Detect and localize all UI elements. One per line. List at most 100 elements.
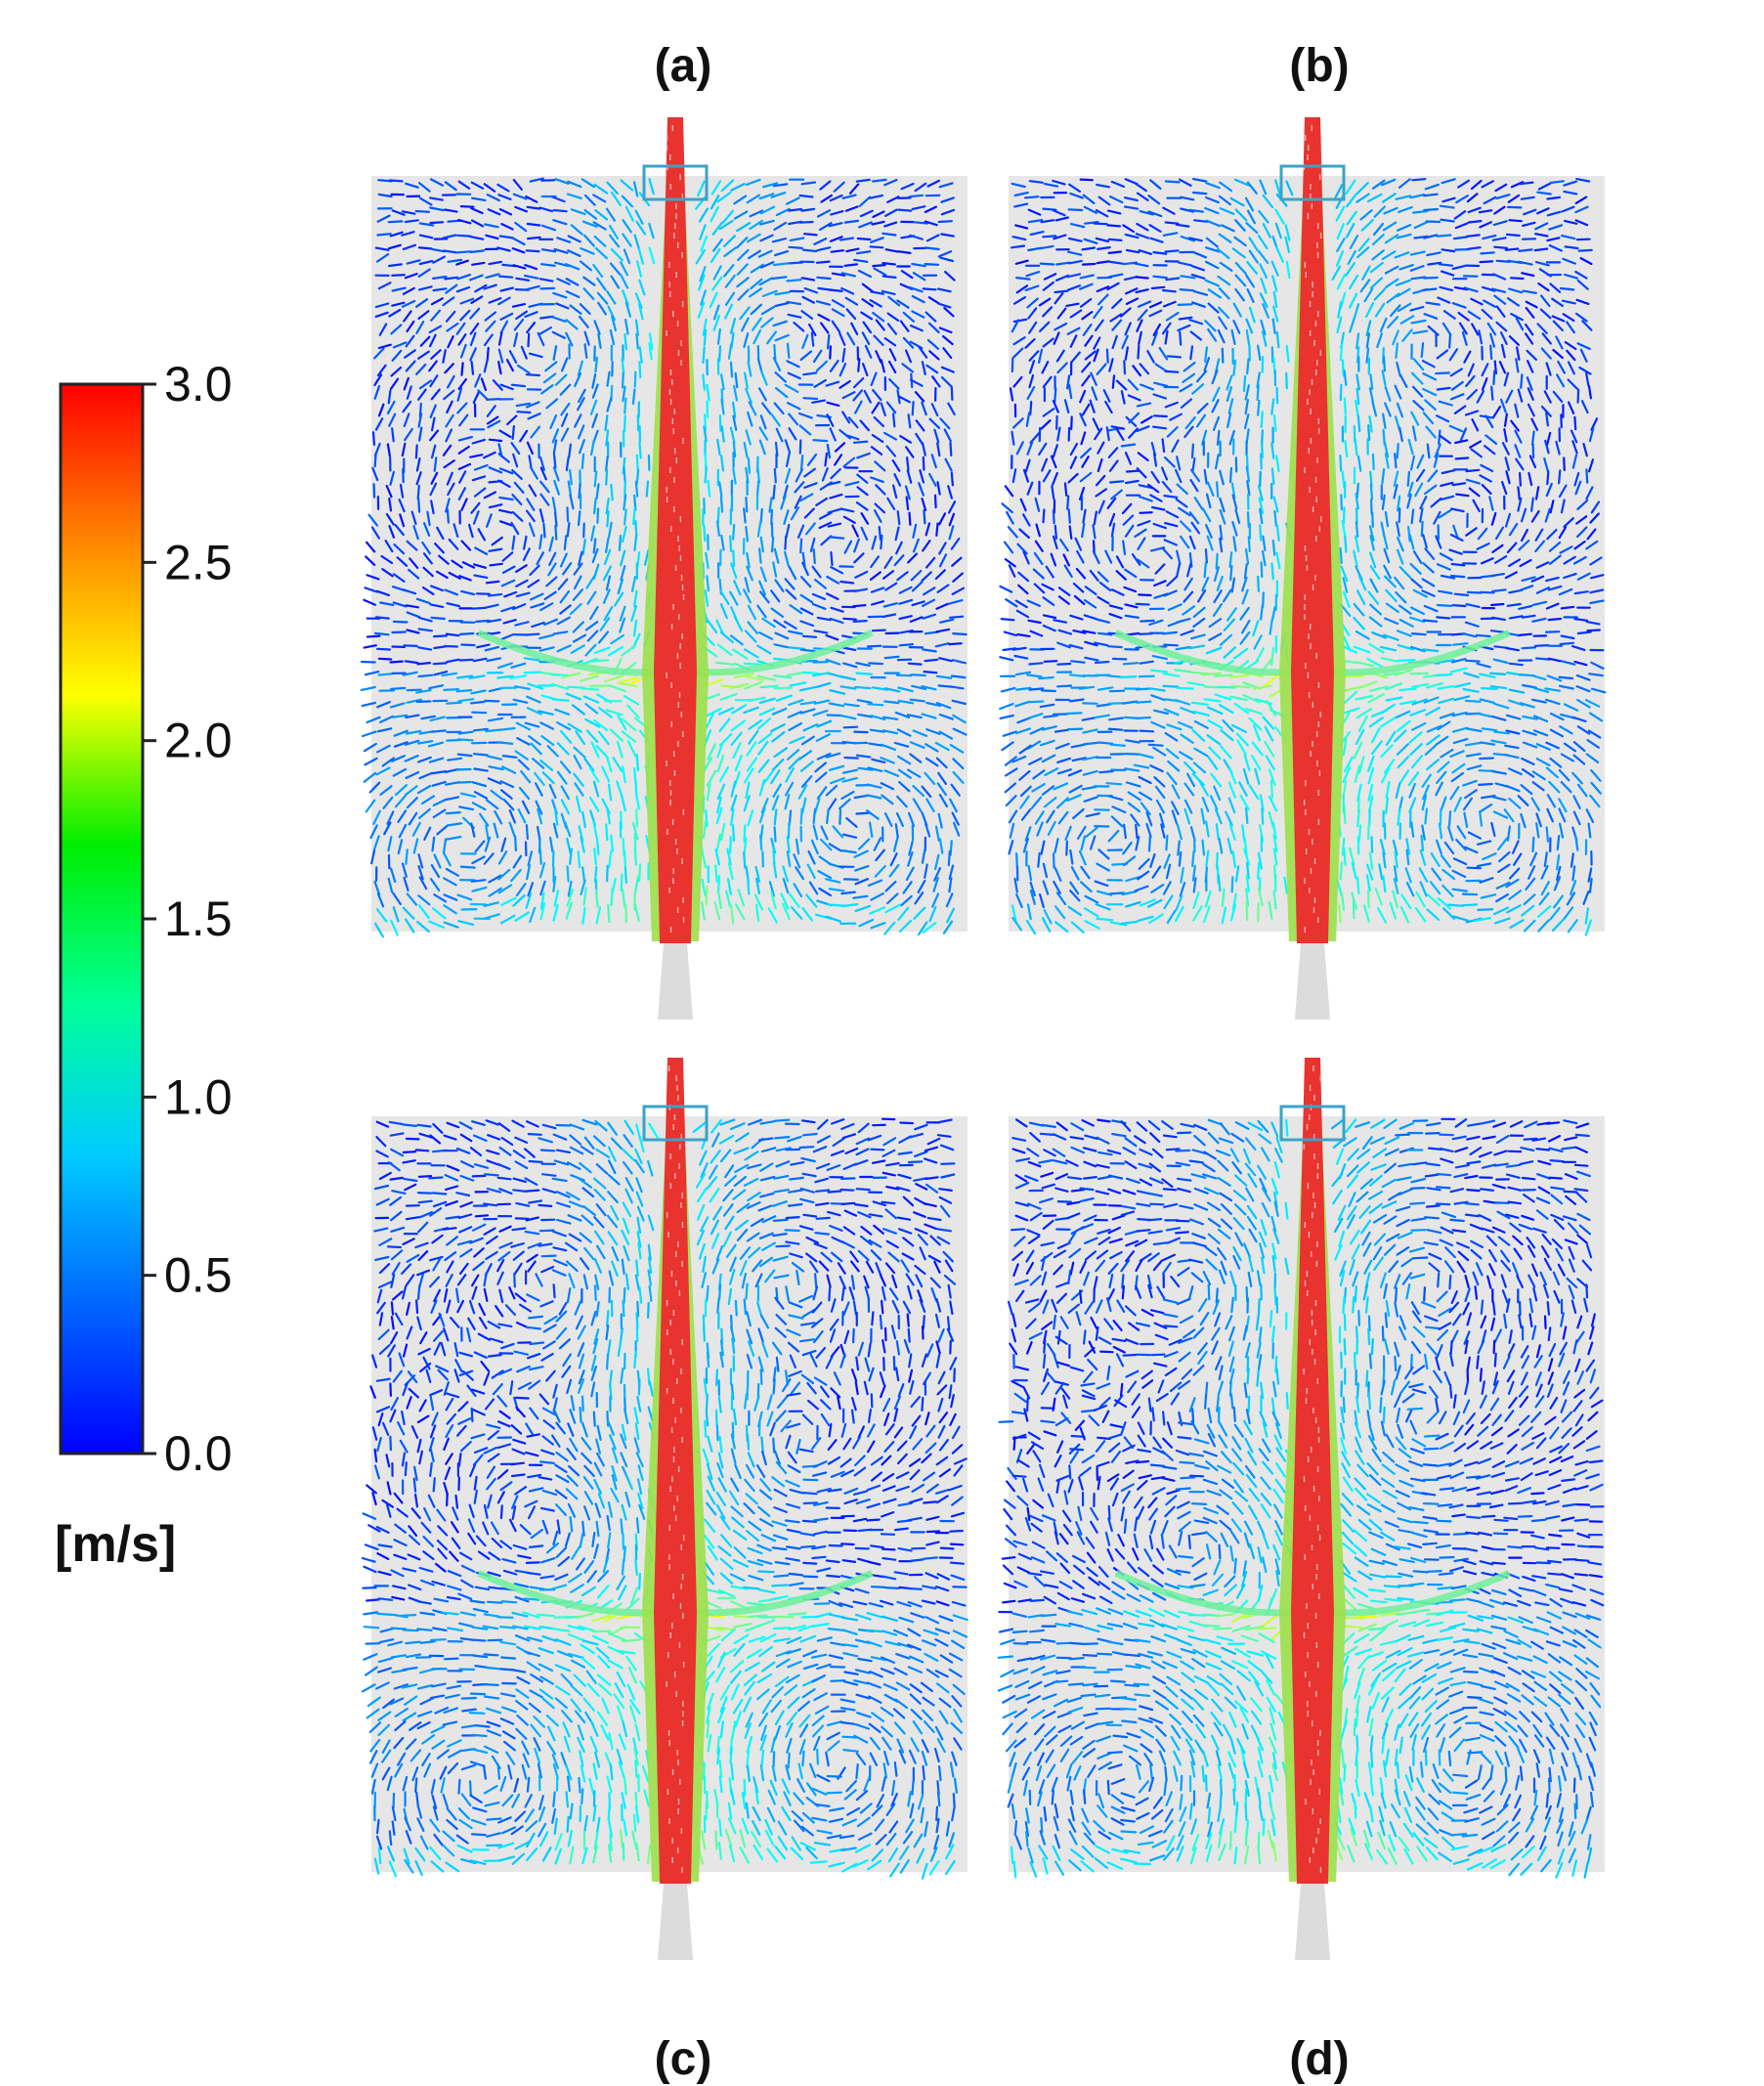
velocity-vector bbox=[1504, 247, 1520, 251]
velocity-vector bbox=[1043, 660, 1058, 663]
velocity-vector bbox=[364, 670, 380, 676]
velocity-vector bbox=[1564, 245, 1579, 250]
velocity-vector bbox=[510, 868, 522, 883]
velocity-vector bbox=[1192, 219, 1209, 223]
velocity-vector bbox=[907, 413, 912, 429]
velocity-vector bbox=[1423, 234, 1439, 239]
velocity-vector bbox=[471, 606, 487, 610]
velocity-vector bbox=[1226, 386, 1233, 403]
velocity-vector bbox=[1507, 194, 1521, 203]
velocity-vector bbox=[553, 889, 560, 907]
velocity-vector bbox=[1548, 244, 1563, 252]
velocity-vector bbox=[1518, 248, 1533, 252]
velocity-vector bbox=[573, 575, 582, 590]
velocity-vector bbox=[1245, 465, 1251, 483]
velocity-vector bbox=[572, 621, 584, 633]
velocity-vector bbox=[845, 816, 858, 828]
velocity-vector bbox=[1371, 401, 1378, 417]
velocity-vector bbox=[483, 901, 499, 907]
velocity-vector bbox=[1336, 238, 1346, 252]
velocity-vector bbox=[567, 480, 573, 497]
velocity-vector bbox=[1014, 277, 1031, 281]
velocity-vector bbox=[404, 754, 419, 762]
velocity-vector bbox=[797, 412, 813, 419]
velocity-vector bbox=[1272, 413, 1277, 432]
velocity-vector bbox=[1339, 291, 1347, 310]
velocity-vector bbox=[813, 630, 829, 634]
velocity-vector bbox=[1396, 402, 1404, 418]
velocity-vector bbox=[414, 1149, 430, 1152]
velocity-vector bbox=[1545, 431, 1552, 447]
velocity-vector bbox=[386, 443, 391, 457]
velocity-vector bbox=[1147, 195, 1161, 205]
velocity-vector bbox=[810, 331, 815, 347]
velocity-vector bbox=[1135, 700, 1152, 704]
velocity-vector bbox=[1069, 442, 1079, 456]
velocity-vector bbox=[475, 619, 491, 624]
velocity-vector bbox=[1069, 334, 1078, 348]
velocity-vector bbox=[1369, 373, 1374, 390]
velocity-vector bbox=[1244, 806, 1249, 825]
velocity-vector bbox=[1579, 348, 1588, 363]
velocity-vector bbox=[885, 445, 897, 457]
velocity-vector bbox=[935, 701, 952, 710]
velocity-vector bbox=[1079, 389, 1087, 404]
velocity-vector bbox=[388, 179, 404, 183]
velocity-vector bbox=[605, 575, 612, 591]
velocity-vector bbox=[457, 435, 473, 442]
velocity-vector bbox=[526, 322, 537, 334]
velocity-vector bbox=[1137, 452, 1149, 461]
velocity-vector bbox=[1270, 442, 1275, 459]
colorbar-ticks: 0.00.51.01.52.02.53.0 bbox=[143, 357, 233, 1481]
velocity-vector bbox=[1245, 222, 1259, 235]
velocity-vector bbox=[624, 903, 628, 924]
velocity-vector bbox=[828, 288, 843, 292]
velocity-vector bbox=[1094, 319, 1104, 332]
velocity-vector bbox=[802, 722, 819, 732]
velocity-vector bbox=[811, 672, 830, 677]
velocity-vector bbox=[624, 866, 628, 885]
velocity-vector bbox=[392, 341, 408, 349]
velocity-vector bbox=[1054, 289, 1069, 294]
velocity-vector bbox=[939, 618, 955, 624]
velocity-vector bbox=[1582, 443, 1588, 457]
velocity-vector bbox=[788, 565, 797, 581]
velocity-vector bbox=[508, 809, 517, 824]
velocity-vector bbox=[537, 331, 545, 347]
velocity-vector bbox=[926, 338, 940, 350]
velocity-vector bbox=[370, 848, 376, 865]
velocity-vector bbox=[618, 534, 623, 551]
top-outlet bbox=[642, 164, 709, 201]
velocity-vector bbox=[1244, 274, 1256, 288]
velocity-vector bbox=[1336, 316, 1343, 333]
velocity-vector bbox=[860, 311, 874, 321]
velocity-vector bbox=[1426, 251, 1441, 257]
velocity-vector bbox=[1123, 360, 1127, 375]
velocity-vector bbox=[1341, 359, 1345, 377]
velocity-vector bbox=[560, 799, 571, 815]
velocity-vector bbox=[1260, 319, 1267, 335]
velocity-vector bbox=[1154, 363, 1169, 373]
velocity-vector bbox=[378, 323, 388, 336]
velocity-vector bbox=[397, 809, 408, 823]
velocity-vector bbox=[1515, 317, 1525, 331]
velocity-vector bbox=[388, 497, 393, 512]
velocity-vector bbox=[391, 427, 395, 443]
velocity-vector bbox=[594, 209, 609, 221]
velocity-vector bbox=[547, 562, 557, 577]
velocity-vector bbox=[1483, 299, 1497, 308]
velocity-vector bbox=[1453, 210, 1467, 220]
velocity-vector bbox=[788, 699, 804, 707]
velocity-vector bbox=[1161, 322, 1172, 335]
velocity-vector bbox=[567, 722, 582, 733]
velocity-vector bbox=[566, 865, 570, 883]
velocity-vector bbox=[442, 444, 452, 456]
velocity-vector bbox=[758, 834, 763, 851]
velocity-vector bbox=[1384, 452, 1390, 469]
velocity-vector bbox=[1460, 903, 1479, 907]
velocity-vector bbox=[445, 428, 453, 443]
velocity-vector bbox=[1139, 363, 1150, 375]
velocity-vector bbox=[460, 540, 472, 551]
velocity-vector bbox=[1111, 319, 1123, 331]
velocity-vector bbox=[807, 323, 817, 336]
